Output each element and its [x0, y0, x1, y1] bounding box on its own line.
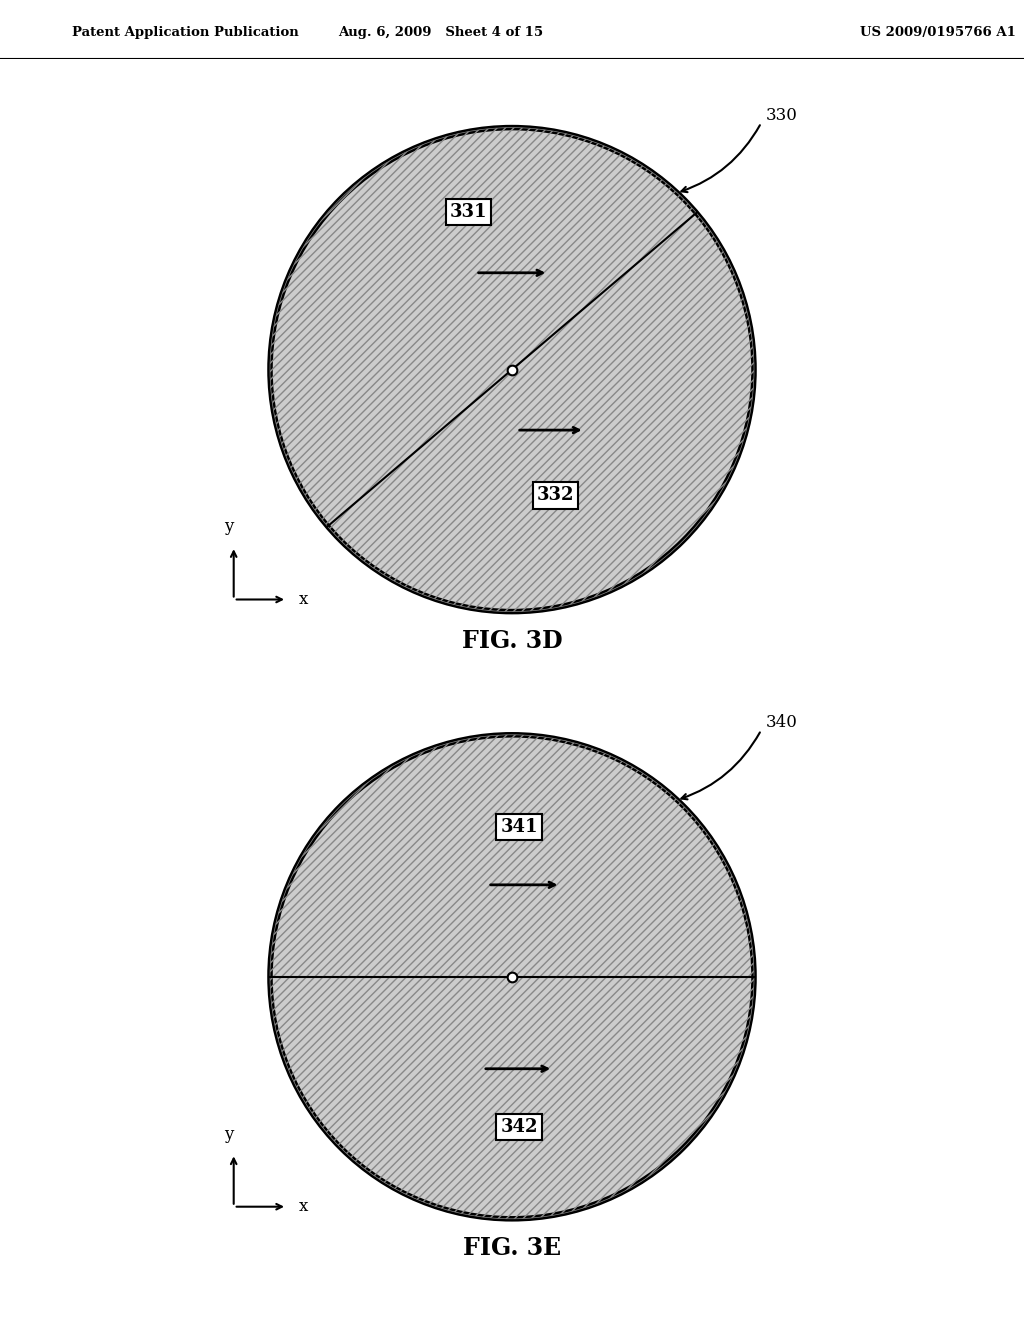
Text: Aug. 6, 2009   Sheet 4 of 15: Aug. 6, 2009 Sheet 4 of 15 [338, 26, 543, 40]
Text: y: y [224, 519, 233, 536]
Text: Patent Application Publication: Patent Application Publication [72, 26, 298, 40]
Circle shape [270, 735, 754, 1218]
Text: 341: 341 [501, 818, 538, 836]
Text: x: x [299, 591, 308, 609]
Text: 331: 331 [450, 203, 487, 222]
Text: y: y [224, 1126, 233, 1143]
Text: 342: 342 [501, 1118, 538, 1135]
Text: x: x [299, 1199, 308, 1216]
Text: FIG. 3D: FIG. 3D [462, 628, 562, 652]
Text: 340: 340 [766, 714, 798, 731]
Text: 332: 332 [537, 487, 574, 504]
Text: US 2009/0195766 A1: US 2009/0195766 A1 [860, 26, 1016, 40]
Text: FIG. 3E: FIG. 3E [463, 1236, 561, 1259]
Text: 330: 330 [766, 107, 798, 124]
Circle shape [270, 128, 754, 611]
